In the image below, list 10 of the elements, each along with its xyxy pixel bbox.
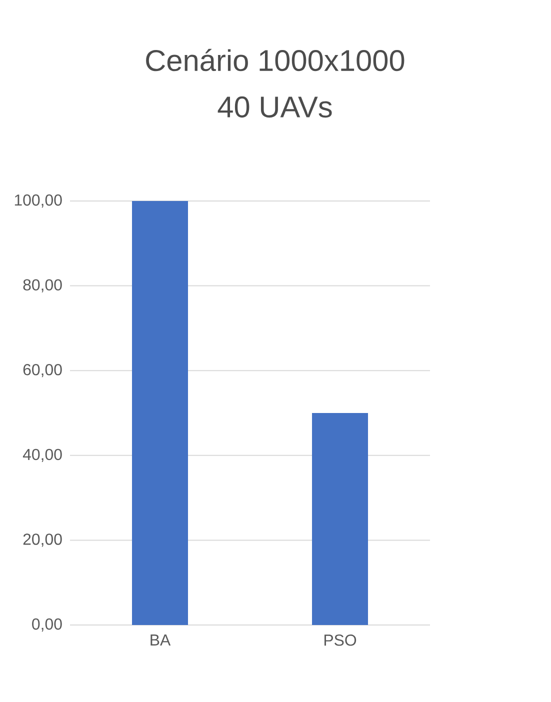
chart-subtitle: 40 UAVs — [218, 96, 332, 118]
y-tick-label: 0,00 — [32, 618, 62, 632]
y-tick-label: 20,00 — [23, 534, 62, 547]
chart-title: Cenário 1000x1000 — [146, 48, 404, 72]
y-tick-label: 60,00 — [23, 364, 62, 378]
y-tick-label: 100,00 — [14, 194, 62, 208]
y-tick-label: 40,00 — [22, 448, 62, 462]
x-tick-label: BA — [150, 634, 171, 646]
y-tick-label: 80,00 — [23, 279, 62, 292]
x-tick-label: PSO — [324, 634, 356, 646]
